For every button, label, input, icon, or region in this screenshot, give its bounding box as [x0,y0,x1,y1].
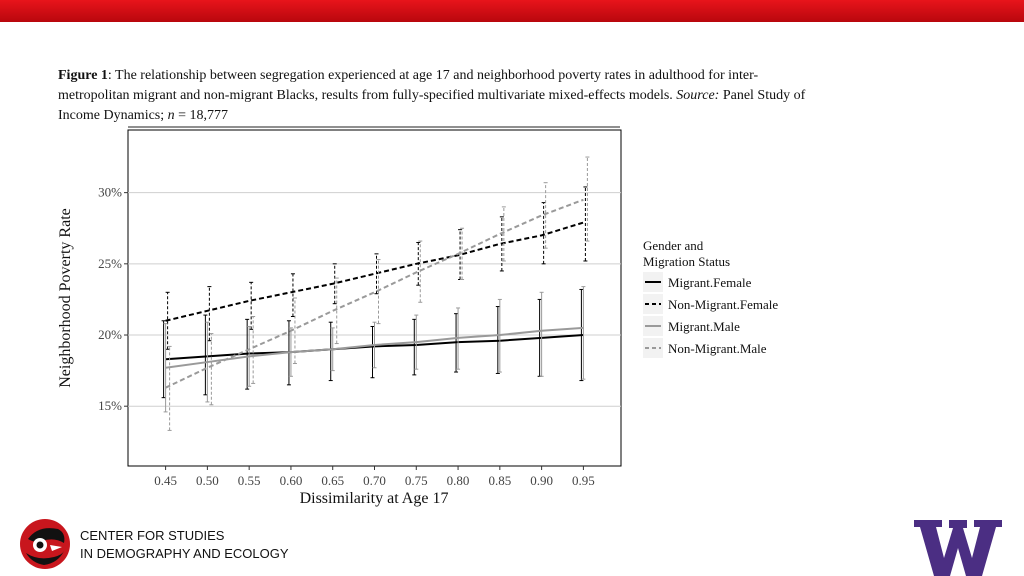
y-tick-label: 25% [98,256,122,271]
y-tick-label: 20% [98,327,122,342]
axis-layer: 15% 20% 25% 30% 0.45 0.50 0.55 0.60 0.65 0.70 0.75… [98,185,595,488]
x-tick-label: 0.95 [572,473,595,488]
legend-label: Non-Migrant.Female [668,297,778,312]
figure-label: Figure 1 [58,68,108,83]
series-layer [161,156,590,431]
logo-eye [36,541,44,549]
legend-label: Migrant.Female [668,275,752,290]
x-tick-label: 0.65 [321,473,344,488]
y-axis-title: Neighborhood Poverty Rate [57,208,74,388]
x-tick-label: 0.50 [196,473,219,488]
uw-w-logo [914,520,1002,576]
x-tick-label: 0.85 [488,473,511,488]
series-line [165,326,584,369]
caption-text-b: Panel Study of Income Dynamics; [58,88,806,123]
footer-org-name: CENTER FOR STUDIES IN DEMOGRAPHY AND ECO… [80,527,289,563]
logo-wing [26,551,64,565]
x-tick-label: 0.90 [530,473,553,488]
legend-items: Migrant.Female Non-Migrant.Female Migrant.… [643,272,778,358]
source-label: Source: [676,88,720,103]
legend: Gender and Migration Status Migrant.Fema… [643,238,778,358]
n-label: n [167,108,175,123]
series-non-migrant-female [165,186,588,350]
y-tick-label: 30% [98,185,122,200]
x-tick-label: 0.45 [154,473,177,488]
series-migrant-male [163,286,586,413]
n-value: = 18,777 [174,108,229,123]
legend-title-line2: Migration Status [643,254,730,269]
x-tick-label: 0.55 [238,473,261,488]
uw-w-shape [914,520,1002,576]
figure-caption: Figure 1: The relationship between segre… [58,66,818,126]
csde-logo [20,519,70,569]
x-tick-label: 0.70 [363,473,386,488]
x-tick-label: 0.75 [405,473,428,488]
legend-label: Migrant.Male [668,319,740,334]
legend-title-line1: Gender and [643,238,704,253]
top-red-banner [0,0,1024,22]
logo-beak [50,545,62,551]
series-line [165,198,584,389]
x-tick-label: 0.80 [447,473,470,488]
footer-line2: IN DEMOGRAPHY AND ECOLOGY [80,546,289,561]
footer-line1: CENTER FOR STUDIES [80,528,225,543]
legend-label: Non-Migrant.Male [668,341,767,356]
x-axis-title: Dissimilarity at Age 17 [300,490,449,507]
x-tick-label: 0.60 [280,473,303,488]
series-non-migrant-male [165,156,590,431]
caption-text-a: : The relationship between segregation e… [58,68,759,103]
y-tick-label: 15% [98,398,122,413]
plot-panel [127,129,622,467]
